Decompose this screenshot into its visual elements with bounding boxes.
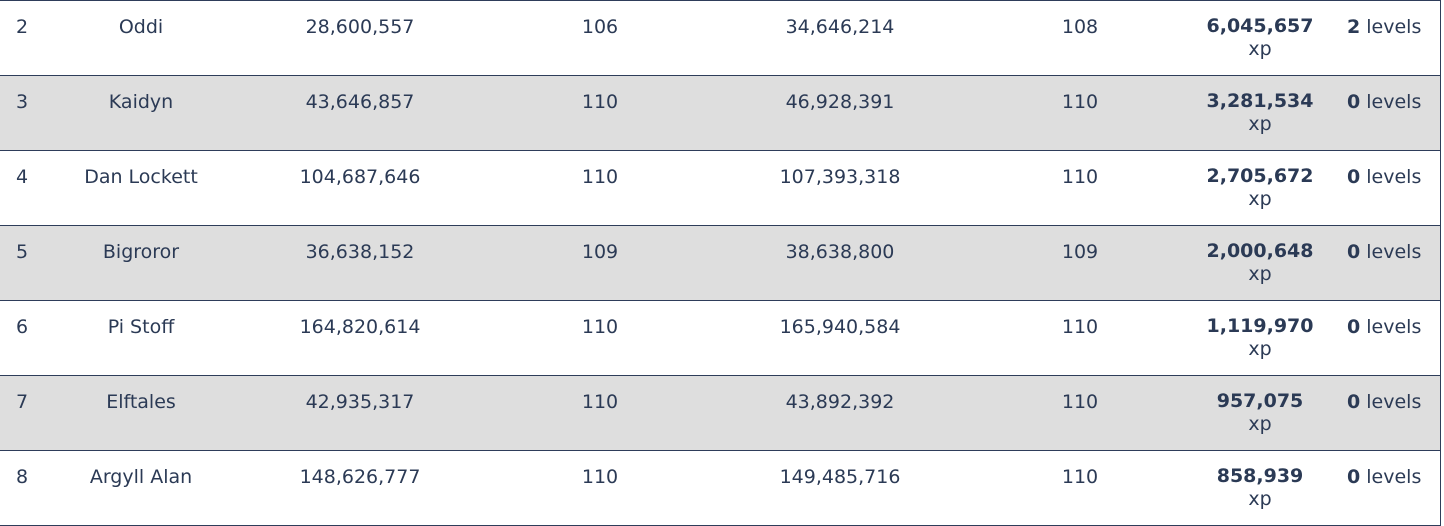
gained-xp-value: 3,281,534 — [1206, 90, 1314, 112]
gained-xp-value: 2,705,672 — [1206, 165, 1314, 187]
levels-gained-value: 0 — [1347, 241, 1361, 263]
table-row[interactable]: 5 Bigroror 36,638,152 109 38,638,800 109… — [0, 226, 1440, 301]
rank-cell: 8 — [16, 466, 29, 488]
gained-xp-unit: xp — [1248, 113, 1272, 135]
levels-gained-cell: 0 levels — [1347, 90, 1421, 114]
levels-gained-unit: levels — [1366, 91, 1422, 113]
end-level-cell: 110 — [1061, 91, 1099, 113]
levels-gained-value: 0 — [1347, 391, 1361, 413]
table-row[interactable]: 8 Argyll Alan 148,626,777 110 149,485,71… — [0, 451, 1440, 526]
start-xp-cell: 148,626,777 — [299, 466, 421, 488]
levels-gained-unit: levels — [1366, 391, 1422, 413]
gained-xp-value: 1,119,970 — [1206, 315, 1314, 337]
end-level-cell: 110 — [1061, 166, 1099, 188]
levels-gained-unit: levels — [1366, 16, 1422, 38]
player-name-cell[interactable]: Kaidyn — [108, 91, 174, 113]
start-xp-cell: 104,687,646 — [299, 166, 421, 188]
table-row[interactable]: 2 Oddi 28,600,557 106 34,646,214 108 6,0… — [0, 1, 1440, 76]
end-level-cell: 110 — [1061, 316, 1099, 338]
levels-gained-cell: 2 levels — [1347, 15, 1421, 39]
start-level-cell: 109 — [581, 241, 619, 263]
end-level-cell: 110 — [1061, 391, 1099, 413]
gained-xp-value: 6,045,657 — [1206, 15, 1314, 37]
levels-gained-unit: levels — [1366, 166, 1422, 188]
start-xp-cell: 164,820,614 — [299, 316, 421, 338]
rank-cell: 5 — [16, 241, 29, 263]
player-name-cell[interactable]: Elftales — [106, 391, 176, 413]
start-level-cell: 110 — [581, 466, 619, 488]
start-level-cell: 110 — [581, 91, 619, 113]
levels-gained-unit: levels — [1366, 466, 1422, 488]
start-level-cell: 106 — [581, 16, 619, 38]
rank-cell: 2 — [16, 16, 29, 38]
gained-xp-value: 957,075 — [1216, 390, 1304, 412]
gained-xp-value: 858,939 — [1216, 465, 1304, 487]
gained-xp-unit: xp — [1248, 413, 1272, 435]
gained-xp-unit: xp — [1248, 188, 1272, 210]
levels-gained-cell: 0 levels — [1347, 315, 1421, 339]
end-level-cell: 108 — [1061, 16, 1099, 38]
levels-gained-value: 0 — [1347, 316, 1361, 338]
gained-xp-unit: xp — [1248, 263, 1272, 285]
gained-xp-unit: xp — [1248, 488, 1272, 510]
gained-xp-cell: 858,939 xp — [1190, 465, 1330, 511]
start-xp-cell: 42,935,317 — [305, 391, 415, 413]
levels-gained-cell: 0 levels — [1347, 165, 1421, 189]
start-xp-cell: 43,646,857 — [305, 91, 415, 113]
gained-xp-unit: xp — [1248, 338, 1272, 360]
end-xp-cell: 165,940,584 — [779, 316, 901, 338]
table-row[interactable]: 3 Kaidyn 43,646,857 110 46,928,391 110 3… — [0, 76, 1440, 151]
start-xp-cell: 28,600,557 — [305, 16, 415, 38]
gained-xp-cell: 6,045,657 xp — [1190, 15, 1330, 61]
end-xp-cell: 38,638,800 — [785, 241, 895, 263]
levels-gained-value: 0 — [1347, 466, 1361, 488]
gained-xp-cell: 2,000,648 xp — [1190, 240, 1330, 286]
levels-gained-cell: 0 levels — [1347, 390, 1421, 414]
end-xp-cell: 107,393,318 — [779, 166, 901, 188]
start-level-cell: 110 — [581, 316, 619, 338]
gained-xp-cell: 2,705,672 xp — [1190, 165, 1330, 211]
gained-xp-cell: 3,281,534 xp — [1190, 90, 1330, 136]
player-name-cell[interactable]: Pi Stoff — [107, 316, 175, 338]
rank-cell: 7 — [16, 391, 29, 413]
table-row[interactable]: 4 Dan Lockett 104,687,646 110 107,393,31… — [0, 151, 1440, 226]
player-name-cell[interactable]: Dan Lockett — [84, 166, 198, 188]
levels-gained-cell: 0 levels — [1347, 465, 1421, 489]
end-xp-cell: 34,646,214 — [785, 16, 895, 38]
gained-xp-unit: xp — [1248, 38, 1272, 60]
levels-gained-value: 0 — [1347, 166, 1361, 188]
end-level-cell: 109 — [1061, 241, 1099, 263]
gained-xp-value: 2,000,648 — [1206, 240, 1314, 262]
rank-cell: 4 — [16, 166, 29, 188]
end-xp-cell: 46,928,391 — [785, 91, 895, 113]
end-xp-cell: 149,485,716 — [779, 466, 901, 488]
gained-xp-cell: 957,075 xp — [1190, 390, 1330, 436]
table-row[interactable]: 6 Pi Stoff 164,820,614 110 165,940,584 1… — [0, 301, 1440, 376]
levels-gained-unit: levels — [1366, 316, 1422, 338]
end-level-cell: 110 — [1061, 466, 1099, 488]
player-name-cell[interactable]: Oddi — [118, 16, 164, 38]
end-xp-cell: 43,892,392 — [785, 391, 895, 413]
levels-gained-cell: 0 levels — [1347, 240, 1421, 264]
table-row[interactable]: 7 Elftales 42,935,317 110 43,892,392 110… — [0, 376, 1440, 451]
rank-cell: 6 — [16, 316, 29, 338]
rank-cell: 3 — [16, 91, 29, 113]
start-level-cell: 110 — [581, 391, 619, 413]
levels-gained-value: 0 — [1347, 91, 1361, 113]
gained-xp-cell: 1,119,970 xp — [1190, 315, 1330, 361]
start-xp-cell: 36,638,152 — [305, 241, 415, 263]
levels-gained-unit: levels — [1366, 241, 1422, 263]
player-name-cell[interactable]: Bigroror — [102, 241, 180, 263]
start-level-cell: 110 — [581, 166, 619, 188]
player-name-cell[interactable]: Argyll Alan — [89, 466, 193, 488]
levels-gained-value: 2 — [1347, 16, 1361, 38]
